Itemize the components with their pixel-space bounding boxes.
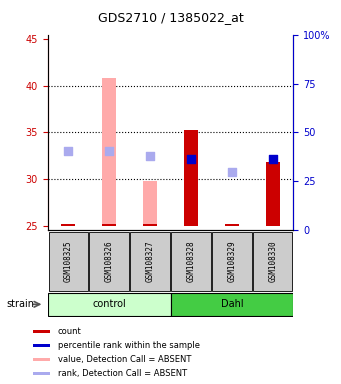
Bar: [48, 293, 170, 316]
Text: count: count: [58, 327, 82, 336]
Point: [229, 169, 235, 175]
Bar: [170, 293, 293, 316]
Point: [147, 153, 153, 159]
Text: GDS2710 / 1385022_at: GDS2710 / 1385022_at: [98, 11, 243, 24]
Bar: [212, 232, 252, 291]
Point: [106, 148, 112, 154]
Bar: [89, 232, 129, 291]
Bar: [171, 232, 211, 291]
Bar: [225, 224, 239, 226]
Bar: [48, 232, 88, 291]
Text: rank, Detection Call = ABSENT: rank, Detection Call = ABSENT: [58, 369, 187, 378]
Text: percentile rank within the sample: percentile rank within the sample: [58, 341, 200, 350]
Text: Dahl: Dahl: [221, 299, 243, 310]
Bar: [102, 224, 116, 226]
Text: GSM108329: GSM108329: [227, 240, 236, 282]
Bar: [33, 372, 50, 375]
Bar: [253, 232, 293, 291]
Text: GSM108326: GSM108326: [105, 240, 114, 282]
Bar: [102, 78, 116, 226]
Bar: [130, 232, 170, 291]
Bar: [184, 130, 198, 226]
Bar: [33, 330, 50, 333]
Bar: [143, 181, 157, 226]
Point: [65, 148, 71, 154]
Bar: [33, 358, 50, 361]
Text: value, Detection Call = ABSENT: value, Detection Call = ABSENT: [58, 355, 191, 364]
Bar: [266, 162, 280, 226]
Bar: [143, 224, 157, 226]
Text: strain: strain: [7, 299, 35, 310]
Bar: [225, 224, 239, 226]
Bar: [61, 224, 75, 226]
Text: GSM108327: GSM108327: [146, 240, 154, 282]
Text: GSM108330: GSM108330: [268, 240, 277, 282]
Text: control: control: [92, 299, 126, 310]
Text: GSM108328: GSM108328: [187, 240, 195, 282]
Point: [188, 156, 194, 162]
Text: GSM108325: GSM108325: [64, 240, 73, 282]
Bar: [33, 344, 50, 347]
Point: [270, 156, 276, 162]
